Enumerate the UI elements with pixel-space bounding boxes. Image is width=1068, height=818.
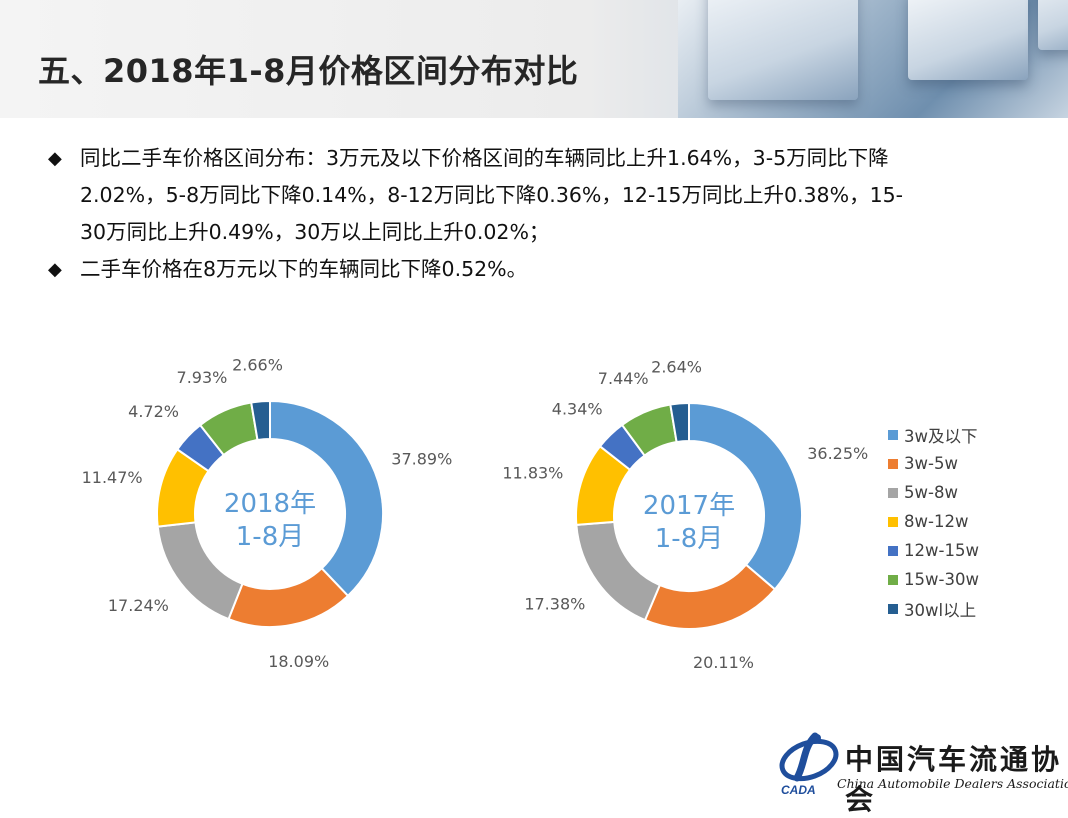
donut-slice-5w-8w bbox=[156, 521, 244, 621]
donut-center-label: 2017年 bbox=[643, 491, 735, 521]
legend-label: 8w-12w bbox=[904, 512, 969, 531]
svg-text:CADA: CADA bbox=[781, 783, 816, 797]
legend-swatch bbox=[888, 429, 898, 440]
donut-slice-30w以上 bbox=[250, 399, 271, 442]
bullet-list: ◆ 同比二手车价格区间分布：3万元及以下价格区间的车辆同比上升1.64%，3-5… bbox=[48, 140, 1028, 288]
legend-item: 30wl以上 bbox=[888, 594, 979, 623]
legend-label: 30wl以上 bbox=[904, 600, 977, 620]
donut-data-label: 37.89% bbox=[391, 449, 452, 468]
donut-center-label: 2018年 bbox=[224, 489, 316, 519]
diamond-bullet-icon: ◆ bbox=[48, 259, 62, 280]
donut-center-label: 1-8月 bbox=[655, 524, 723, 554]
donut-data-label: 17.24% bbox=[108, 596, 169, 615]
bullet-line: 二手车价格在8万元以下的车辆同比下降0.52%。 bbox=[80, 257, 528, 281]
chart-legend: 3w及以下 3w-5w 5w-8w 8w-12w 12w-15w 15w-30w 30wl以… bbox=[888, 420, 979, 623]
donut-slice-5w-8w bbox=[575, 520, 662, 622]
legend-label: 12w-15w bbox=[904, 541, 979, 560]
legend-item: 15w-30w bbox=[888, 565, 979, 594]
header-decoration bbox=[678, 0, 1068, 118]
donut-data-label: 18.09% bbox=[268, 652, 329, 671]
legend-item: 12w-15w bbox=[888, 536, 979, 565]
donut-data-label: 2.66% bbox=[232, 356, 283, 375]
logo-english-name: China Automobile Dealers Association bbox=[837, 776, 1068, 791]
legend-label: 5w-8w bbox=[904, 483, 958, 502]
decorative-cube bbox=[708, 0, 858, 100]
legend-swatch bbox=[888, 574, 898, 585]
legend-swatch bbox=[888, 487, 898, 498]
legend-item: 3w-5w bbox=[888, 449, 979, 478]
diamond-bullet-icon: ◆ bbox=[48, 148, 62, 169]
donut-slice-3w及以下 bbox=[269, 399, 384, 598]
bullet-line: 2.02%，5-8万同比下降0.14%，8-12万同比下降0.36%，12-15… bbox=[80, 183, 904, 207]
bullet-line: 30万同比上升0.49%，30万以上同比上升0.02%； bbox=[80, 220, 550, 244]
header-banner: 五、2018年1-8月价格区间分布对比 bbox=[0, 0, 1068, 118]
legend-item: 3w及以下 bbox=[888, 420, 979, 449]
donut-chart-1: 37.89% 18.09% 17.24% 11.47% 4.72% 7.93%2.66% 2… bbox=[82, 356, 453, 672]
donut-data-label: 36.25% bbox=[807, 444, 868, 463]
legend-label: 15w-30w bbox=[904, 570, 979, 589]
legend-item: 5w-8w bbox=[888, 478, 979, 507]
decorative-cube bbox=[1038, 0, 1068, 50]
bullet-item-2: ◆ 二手车价格在8万元以下的车辆同比下降0.52%。 bbox=[48, 251, 1028, 288]
legend-label: 3w及以下 bbox=[904, 426, 978, 446]
donut-data-label: 7.93% bbox=[177, 368, 228, 387]
legend-swatch bbox=[888, 545, 898, 556]
donut-data-label: 2.64% bbox=[651, 358, 702, 377]
donut-slice-30w以上 bbox=[669, 401, 690, 444]
cada-logo: CADA 中国汽车流通协会 China Automobile Dealers A… bbox=[775, 730, 1068, 816]
legend-swatch bbox=[888, 458, 898, 469]
donut-slice-3w-5w bbox=[643, 563, 777, 630]
bullet-line: 同比二手车价格区间分布：3万元及以下价格区间的车辆同比上升1.64%，3-5万同… bbox=[80, 146, 889, 170]
donut-data-label: 20.11% bbox=[693, 653, 754, 672]
donut-data-label: 7.44% bbox=[598, 369, 649, 388]
donut-data-label: 17.38% bbox=[524, 595, 585, 614]
legend-label: 3w-5w bbox=[904, 454, 958, 473]
donut-data-label: 4.34% bbox=[552, 399, 603, 418]
donut-data-label: 4.72% bbox=[128, 402, 179, 421]
donut-data-label: 11.47% bbox=[82, 468, 143, 487]
legend-swatch bbox=[888, 603, 898, 614]
page-title: 五、2018年1-8月价格区间分布对比 bbox=[38, 52, 579, 90]
bullet-item-1: ◆ 同比二手车价格区间分布：3万元及以下价格区间的车辆同比上升1.64%，3-5… bbox=[48, 140, 1028, 251]
donut-slice-3w及以下 bbox=[688, 401, 803, 591]
donut-slice-3w-5w bbox=[227, 566, 350, 628]
decorative-cube bbox=[908, 0, 1028, 80]
donut-chart-2: 36.25% 20.11% 17.38% 11.83% 4.34% 7.44%2.64% 2… bbox=[502, 358, 868, 672]
cada-emblem-icon: CADA bbox=[779, 732, 839, 797]
donut-data-label: 11.83% bbox=[502, 464, 563, 483]
legend-swatch bbox=[888, 516, 898, 527]
donut-center-label: 1-8月 bbox=[236, 522, 304, 552]
legend-item: 8w-12w bbox=[888, 507, 979, 536]
